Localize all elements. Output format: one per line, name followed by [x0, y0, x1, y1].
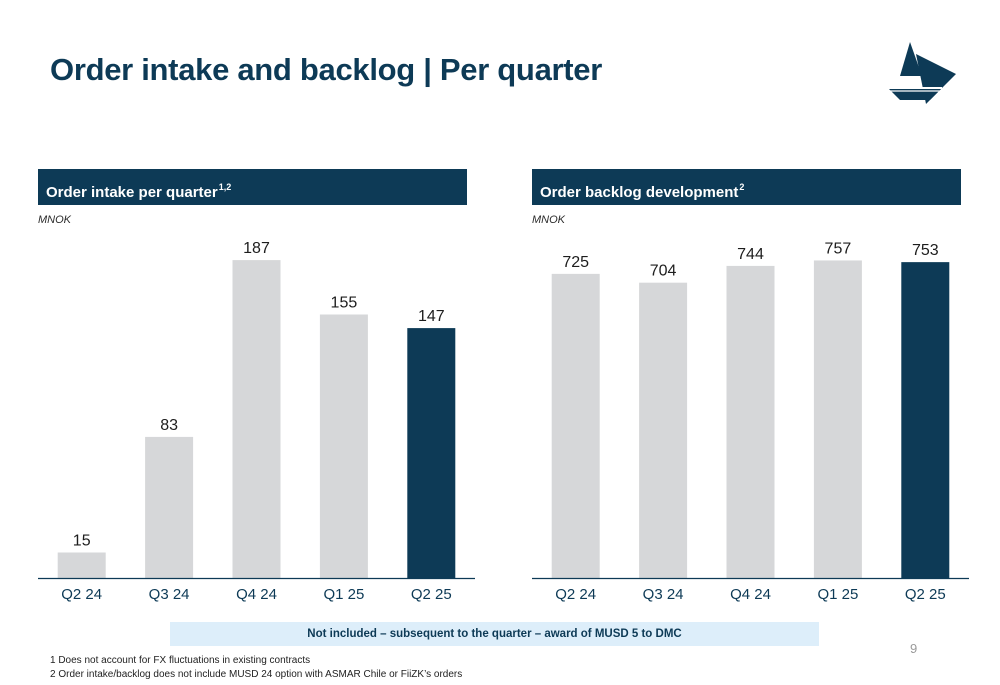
order-backlog-value-label: 744: [737, 246, 764, 263]
order-backlog-bar-q4-24: [726, 265, 775, 578]
order-backlog-header-label: Order backlog development: [540, 184, 739, 201]
order-intake-unit: MNOK: [38, 214, 71, 226]
order-backlog-chart-svg: 725 Q2 24 704 Q3 24 744 Q4 24 757 Q1 25 753 Q2 25: [532, 240, 969, 603]
order-intake-bar-q2-25: [407, 328, 456, 578]
order-backlog-bar-q2-24: [551, 273, 600, 578]
order-intake-bar-q3-24: [145, 436, 194, 578]
order-intake-bar-q1-25: [319, 314, 368, 578]
order-backlog-unit: MNOK: [532, 214, 565, 226]
company-logo: [888, 42, 956, 104]
order-backlog-header: Order backlog development2: [532, 169, 961, 205]
order-backlog-x-tick-label: Q1 25: [817, 586, 858, 603]
order-backlog-bar-q1-25: [813, 260, 862, 578]
order-backlog-chart: 725 Q2 24 704 Q3 24 744 Q4 24 757 Q1 25 753 Q2 25: [532, 225, 969, 610]
order-intake-chart: 15 Q2 24 83 Q3 24 187 Q4 24 155 Q1 25 147 Q2 25: [38, 225, 475, 610]
order-intake-x-tick-label: Q2 24: [61, 586, 102, 603]
order-intake-x-tick-label: Q1 25: [323, 586, 364, 603]
order-intake-x-tick-label: Q3 24: [149, 586, 190, 603]
order-backlog-value-label: 757: [825, 240, 852, 257]
order-intake-chart-svg: 15 Q2 24 83 Q3 24 187 Q4 24 155 Q1 25 147 Q2 25: [38, 240, 475, 603]
order-intake-x-tick-label: Q4 24: [236, 586, 277, 603]
order-intake-header: Order intake per quarter1,2: [38, 169, 467, 205]
order-backlog-value-label: 753: [912, 242, 939, 259]
order-intake-header-sup: 1,2: [218, 182, 232, 192]
order-intake-x-tick-label: Q2 25: [411, 586, 452, 603]
order-backlog-header-sup: 2: [739, 182, 745, 192]
order-backlog-x-tick-label: Q2 25: [905, 586, 946, 603]
order-intake-value-label: 83: [160, 417, 178, 434]
order-intake-bar-q2-24: [57, 552, 106, 578]
order-intake-value-label: 155: [331, 295, 358, 312]
order-backlog-x-tick-label: Q2 24: [555, 586, 596, 603]
footnote-1: 1 Does not account for FX fluctuations i…: [50, 655, 311, 666]
order-backlog-x-tick-label: Q4 24: [730, 586, 771, 603]
order-intake-bar-q4-24: [232, 260, 281, 578]
order-intake-value-label: 15: [73, 533, 91, 550]
order-intake-value-label: 187: [243, 240, 270, 257]
order-backlog-value-label: 704: [650, 263, 677, 280]
order-backlog-x-tick-label: Q3 24: [643, 586, 684, 603]
footnote-2: 2 Order intake/backlog does not include …: [50, 669, 463, 680]
order-backlog-value-label: 725: [562, 254, 589, 271]
note-banner: Not included – subsequent to the quarter…: [170, 622, 819, 646]
order-backlog-bar-q3-24: [639, 282, 688, 578]
page-title: Order intake and backlog | Per quarter: [50, 52, 603, 87]
order-intake-value-label: 147: [418, 308, 445, 325]
order-intake-header-label: Order intake per quarter: [46, 184, 218, 201]
page-number: 9: [910, 641, 918, 656]
order-backlog-bar-q2-25: [901, 262, 950, 578]
